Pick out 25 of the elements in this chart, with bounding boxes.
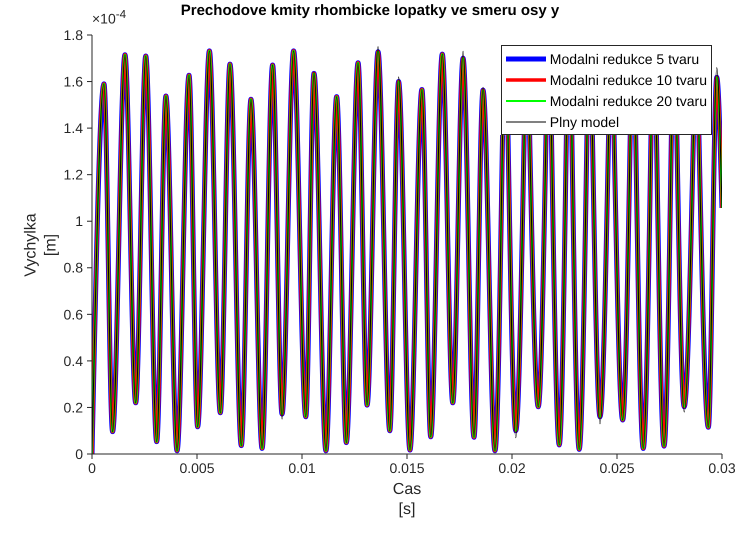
y-tick-label: 1.4 xyxy=(64,120,84,136)
y-tick-label: 0.4 xyxy=(64,352,84,369)
x-tick-label: 0.005 xyxy=(179,460,215,476)
y-tick-label: 0.6 xyxy=(64,306,84,322)
legend-label: Plny model xyxy=(550,114,620,130)
legend-label: Modalni redukce 20 tvaru xyxy=(550,92,707,108)
y-tick-label: 0.2 xyxy=(64,399,84,416)
text: ×10$^{-4}$ xyxy=(92,8,126,27)
x-tick-label: 0 xyxy=(88,460,96,476)
x-tick-label: 0.03 xyxy=(708,460,736,476)
y-tick-label: 1 xyxy=(75,213,84,230)
y-tick-label: 0 xyxy=(75,446,84,462)
y-axis-title: Vychylka [m] xyxy=(22,212,61,276)
x-tick-label: 0.015 xyxy=(389,460,425,476)
chart-title: Prechodove kmity rhombicke lopatky ve smeru osy y xyxy=(180,2,560,19)
y-tick-label: 0.8 xyxy=(64,260,84,276)
x-tick-label: 0.025 xyxy=(599,460,635,476)
x-tick-label: 0.02 xyxy=(498,460,526,476)
x-axis-title: Cas [s] xyxy=(392,480,422,520)
y-tick-label: 1.8 xyxy=(64,26,84,43)
legend-label: Modalni redukce 5 tvaru xyxy=(550,50,700,66)
x-tick-label: 0.01 xyxy=(288,460,316,476)
legend-label: Modalni redukce 10 tvaru xyxy=(550,72,707,88)
y-tick-label: 1.2 xyxy=(64,166,84,183)
y-tick-label: 1.6 xyxy=(64,74,84,90)
